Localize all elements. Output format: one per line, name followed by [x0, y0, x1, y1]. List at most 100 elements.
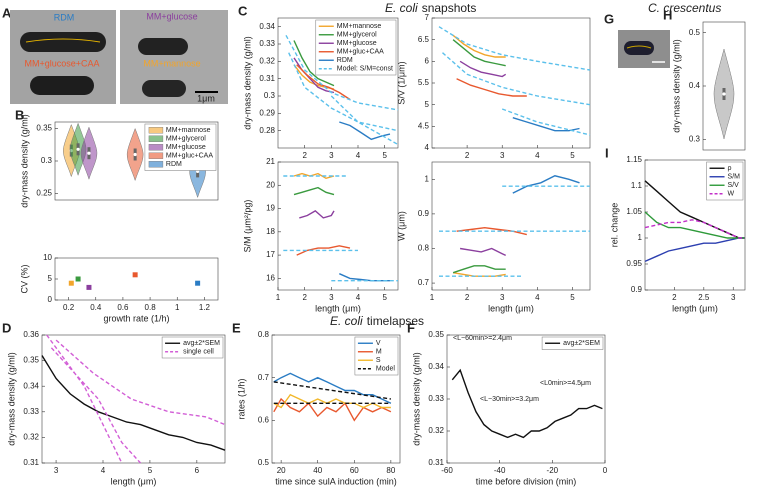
y-axis-label: dry-mass density (g/ml)	[6, 352, 16, 446]
y-tick-label: 21	[266, 157, 275, 166]
y-tick-label: 0.34	[23, 381, 39, 390]
y-axis-label: dry-mass density (g/ml)	[242, 36, 252, 130]
section-heading: E. coli timelapses	[330, 314, 424, 328]
y-tick-label: 0.5	[258, 458, 270, 467]
legend-label: Model	[376, 366, 396, 373]
y-tick-label: 0	[48, 295, 53, 304]
x-tick-label: 2	[465, 293, 470, 302]
point	[86, 284, 92, 290]
y-tick-label: 0.32	[259, 56, 275, 65]
y-tick-label: 0.31	[428, 458, 444, 467]
y-tick-label: 0.32	[23, 433, 39, 442]
y-tick-label: 20	[266, 180, 275, 189]
x-tick-label: 3	[54, 466, 59, 475]
x-tick-label: 3	[500, 151, 505, 160]
y-tick-label: 1.1	[631, 181, 643, 190]
legend-swatch	[148, 161, 164, 168]
x-tick-label: 0.4	[90, 303, 102, 312]
y-tick-label: 0.33	[428, 394, 444, 403]
micrograph	[618, 30, 670, 68]
series-line	[46, 334, 226, 464]
legend-swatch	[148, 144, 164, 151]
y-tick-label: 16	[266, 273, 275, 282]
point	[68, 280, 74, 286]
legend-label: M	[376, 349, 382, 356]
panel-letter: I	[605, 145, 609, 160]
x-tick-label: 0	[603, 466, 608, 475]
x-tick-label: 3	[329, 293, 334, 302]
x-axis-label: length (μm)	[315, 303, 361, 313]
x-tick-label: 3	[500, 293, 505, 302]
series-line	[293, 186, 335, 196]
x-tick-label: 4	[356, 151, 361, 160]
y-axis-label: rel. change	[609, 203, 619, 248]
x-axis-label: length (μm)	[488, 303, 534, 313]
series-line	[283, 175, 398, 282]
y-tick-label: 0.6	[258, 415, 270, 424]
y-tick-label: 0.31	[23, 458, 39, 467]
series-line	[273, 381, 392, 404]
x-tick-label: 20	[277, 466, 286, 475]
x-tick-label: 60	[350, 466, 359, 475]
annotation: <L0min>=4.5μm	[540, 380, 591, 387]
image-label: MM+glucose+CAA	[24, 58, 99, 68]
x-tick-label: 5	[148, 466, 153, 475]
legend-label: MM+glycerol	[166, 136, 206, 143]
legend-label: Model: S/M=const	[337, 66, 393, 73]
x-tick-label: 0.8	[145, 303, 157, 312]
y-tick-label: 5	[48, 274, 53, 283]
y-tick-label: 0.32	[428, 426, 444, 435]
x-tick-label: 2	[465, 151, 470, 160]
y-axis-label: S/V (1/μm)	[396, 61, 406, 104]
y-tick-label: 0.33	[259, 39, 275, 48]
y-tick-label: 0.9	[631, 285, 643, 294]
series-line	[456, 226, 527, 236]
legend-label: MM+mannose	[166, 127, 211, 134]
series-line	[459, 60, 507, 78]
median	[76, 147, 80, 151]
x-tick-label: 5	[570, 151, 575, 160]
legend-box	[541, 336, 604, 350]
x-tick-label: -20	[547, 466, 559, 475]
y-tick-label: 19	[266, 204, 275, 213]
x-tick-label: 4	[101, 466, 106, 475]
x-tick-label: -60	[441, 466, 453, 475]
legend-label: MM+gluc+CAA	[337, 49, 384, 56]
legend-label: W	[728, 191, 735, 198]
x-tick-label: 4	[535, 151, 540, 160]
y-tick-label: 0.25	[36, 189, 52, 198]
axes-frame	[431, 161, 591, 291]
legend-label: RDM	[337, 57, 353, 64]
series-line	[285, 34, 399, 146]
y-tick-label: 1.05	[626, 207, 642, 216]
series-line	[644, 219, 745, 239]
series-line	[644, 237, 745, 263]
legend-label: single cell	[183, 349, 214, 356]
x-tick-label: 1	[430, 293, 435, 302]
panel-letter: H	[663, 7, 672, 22]
image-label: MM+glucose	[146, 11, 197, 21]
y-axis-label: rates (1/h)	[236, 378, 246, 419]
series-line	[293, 172, 335, 180]
x-tick-label: 0.6	[117, 303, 129, 312]
legend-box	[315, 19, 397, 76]
y-tick-label: 10	[43, 253, 52, 262]
x-tick-label: 1.2	[199, 303, 211, 312]
x-tick-label: 40	[313, 466, 322, 475]
y-tick-label: 0.7	[258, 373, 270, 382]
series-line	[452, 34, 506, 58]
series-line	[299, 210, 335, 219]
x-axis-label: growth rate (1/h)	[103, 313, 169, 323]
image-label: MM+mannose	[143, 58, 200, 68]
series-line	[273, 372, 392, 404]
y-tick-label: 0.7	[418, 278, 430, 287]
x-axis-label: time before division (min)	[476, 476, 577, 486]
x-tick-label: 4	[535, 293, 540, 302]
series-line	[273, 397, 392, 422]
legend-label: MM+gluc+CAA	[166, 153, 213, 160]
legend-swatch	[148, 127, 164, 134]
y-tick-label: 0.4	[689, 81, 701, 90]
series-line	[459, 247, 507, 257]
series-line	[439, 185, 590, 277]
image-label: RDM	[54, 12, 75, 22]
